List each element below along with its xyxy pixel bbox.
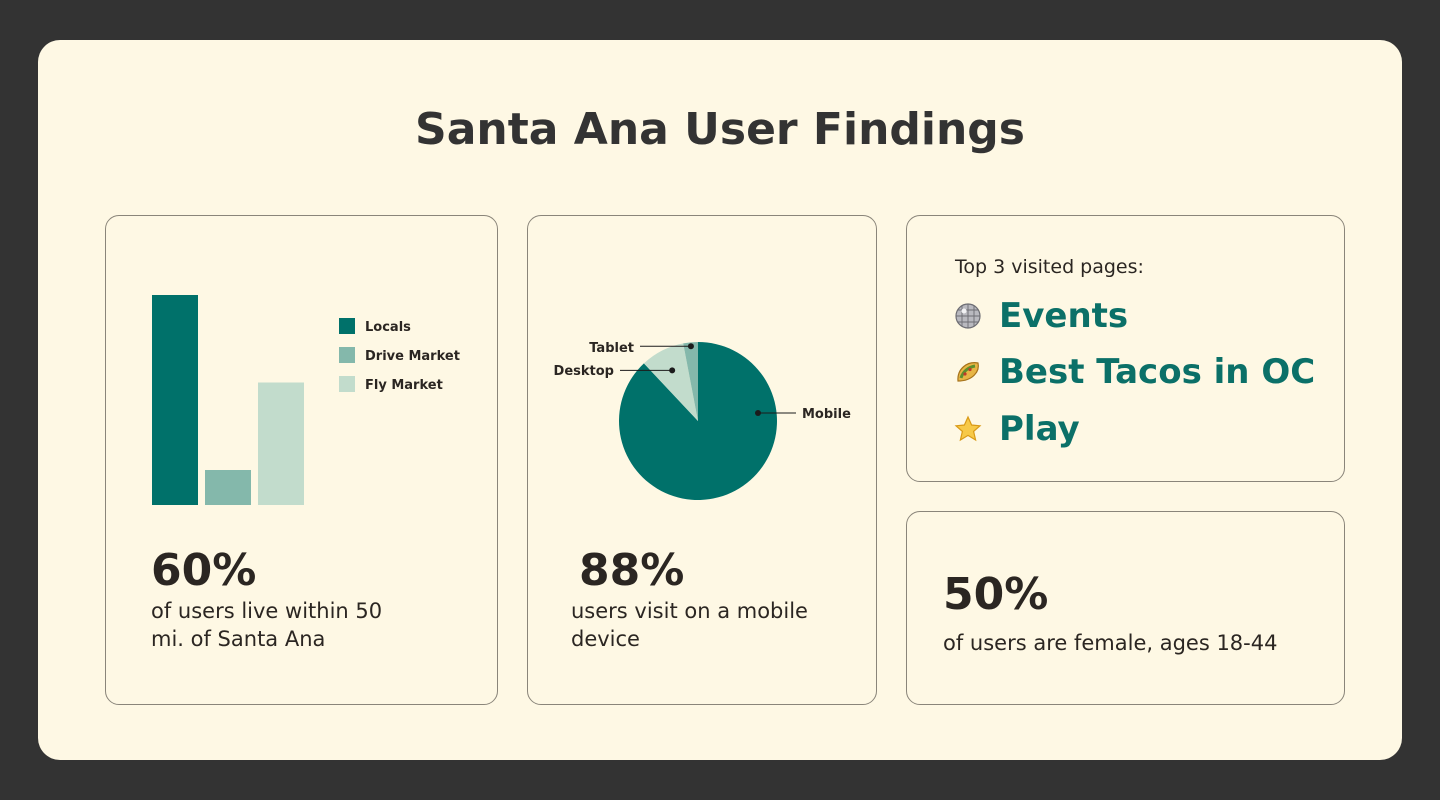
page-item-events: Events xyxy=(953,296,1128,336)
pie-label-mobile: Mobile xyxy=(802,407,851,422)
pie-chart: Mobile Desktop Tablet xyxy=(554,341,851,500)
device-card: Mobile Desktop Tablet 88% users visit on a… xyxy=(527,215,877,705)
device-stat: 88% xyxy=(579,545,685,596)
gender-card: 50% of users are female, ages 18-44 xyxy=(906,511,1345,705)
gender-desc: of users are female, ages 18-44 xyxy=(943,631,1278,655)
device-desc-line2: device xyxy=(571,627,640,651)
page-item-play: Play xyxy=(953,409,1080,449)
bar-drive-market xyxy=(205,470,251,505)
legend-swatch-drive-market xyxy=(339,347,355,363)
page-label-events: Events xyxy=(999,296,1129,336)
bar-chart: Locals Drive Market Fly Market xyxy=(152,295,460,505)
legend-swatch-locals xyxy=(339,318,355,334)
bar-locals xyxy=(152,295,198,505)
page-label-tacos: Best Tacos in OC xyxy=(999,352,1316,392)
taco-icon xyxy=(953,357,983,387)
leader-dot-desktop xyxy=(669,367,676,374)
device-desc-line1: users visit on a mobile xyxy=(571,599,808,623)
page-title: Santa Ana User Findings xyxy=(415,104,1025,155)
residence-stat: 60% xyxy=(151,545,257,596)
gender-stat: 50% xyxy=(943,569,1049,620)
legend-swatch-fly-market xyxy=(339,376,355,392)
pie-label-desktop: Desktop xyxy=(554,364,614,379)
page-label-play: Play xyxy=(999,409,1080,449)
star-icon xyxy=(953,414,983,444)
residence-desc-line1: of users live within 50 xyxy=(151,599,383,623)
top-pages-heading: Top 3 visited pages: xyxy=(955,256,1144,278)
legend-label-fly-market: Fly Market xyxy=(365,378,443,393)
legend-label-locals: Locals xyxy=(365,320,411,335)
disco-ball-icon xyxy=(953,301,983,331)
top-pages-card: Top 3 visited pages: Events Best Tacos i… xyxy=(906,215,1345,482)
legend-label-drive-market: Drive Market xyxy=(365,349,460,364)
residence-card: Locals Drive Market Fly Market 60% of user… xyxy=(105,215,498,705)
bar-fly-market xyxy=(258,382,304,505)
leader-dot-tablet xyxy=(687,343,694,350)
leader-dot-mobile xyxy=(755,410,761,416)
page-item-tacos: Best Tacos in OC xyxy=(953,352,1315,392)
slice-tablet xyxy=(683,342,698,421)
slice-desktop xyxy=(643,343,698,421)
pie-label-tablet: Tablet xyxy=(589,341,634,356)
residence-desc-line2: mi. of Santa Ana xyxy=(151,627,326,651)
